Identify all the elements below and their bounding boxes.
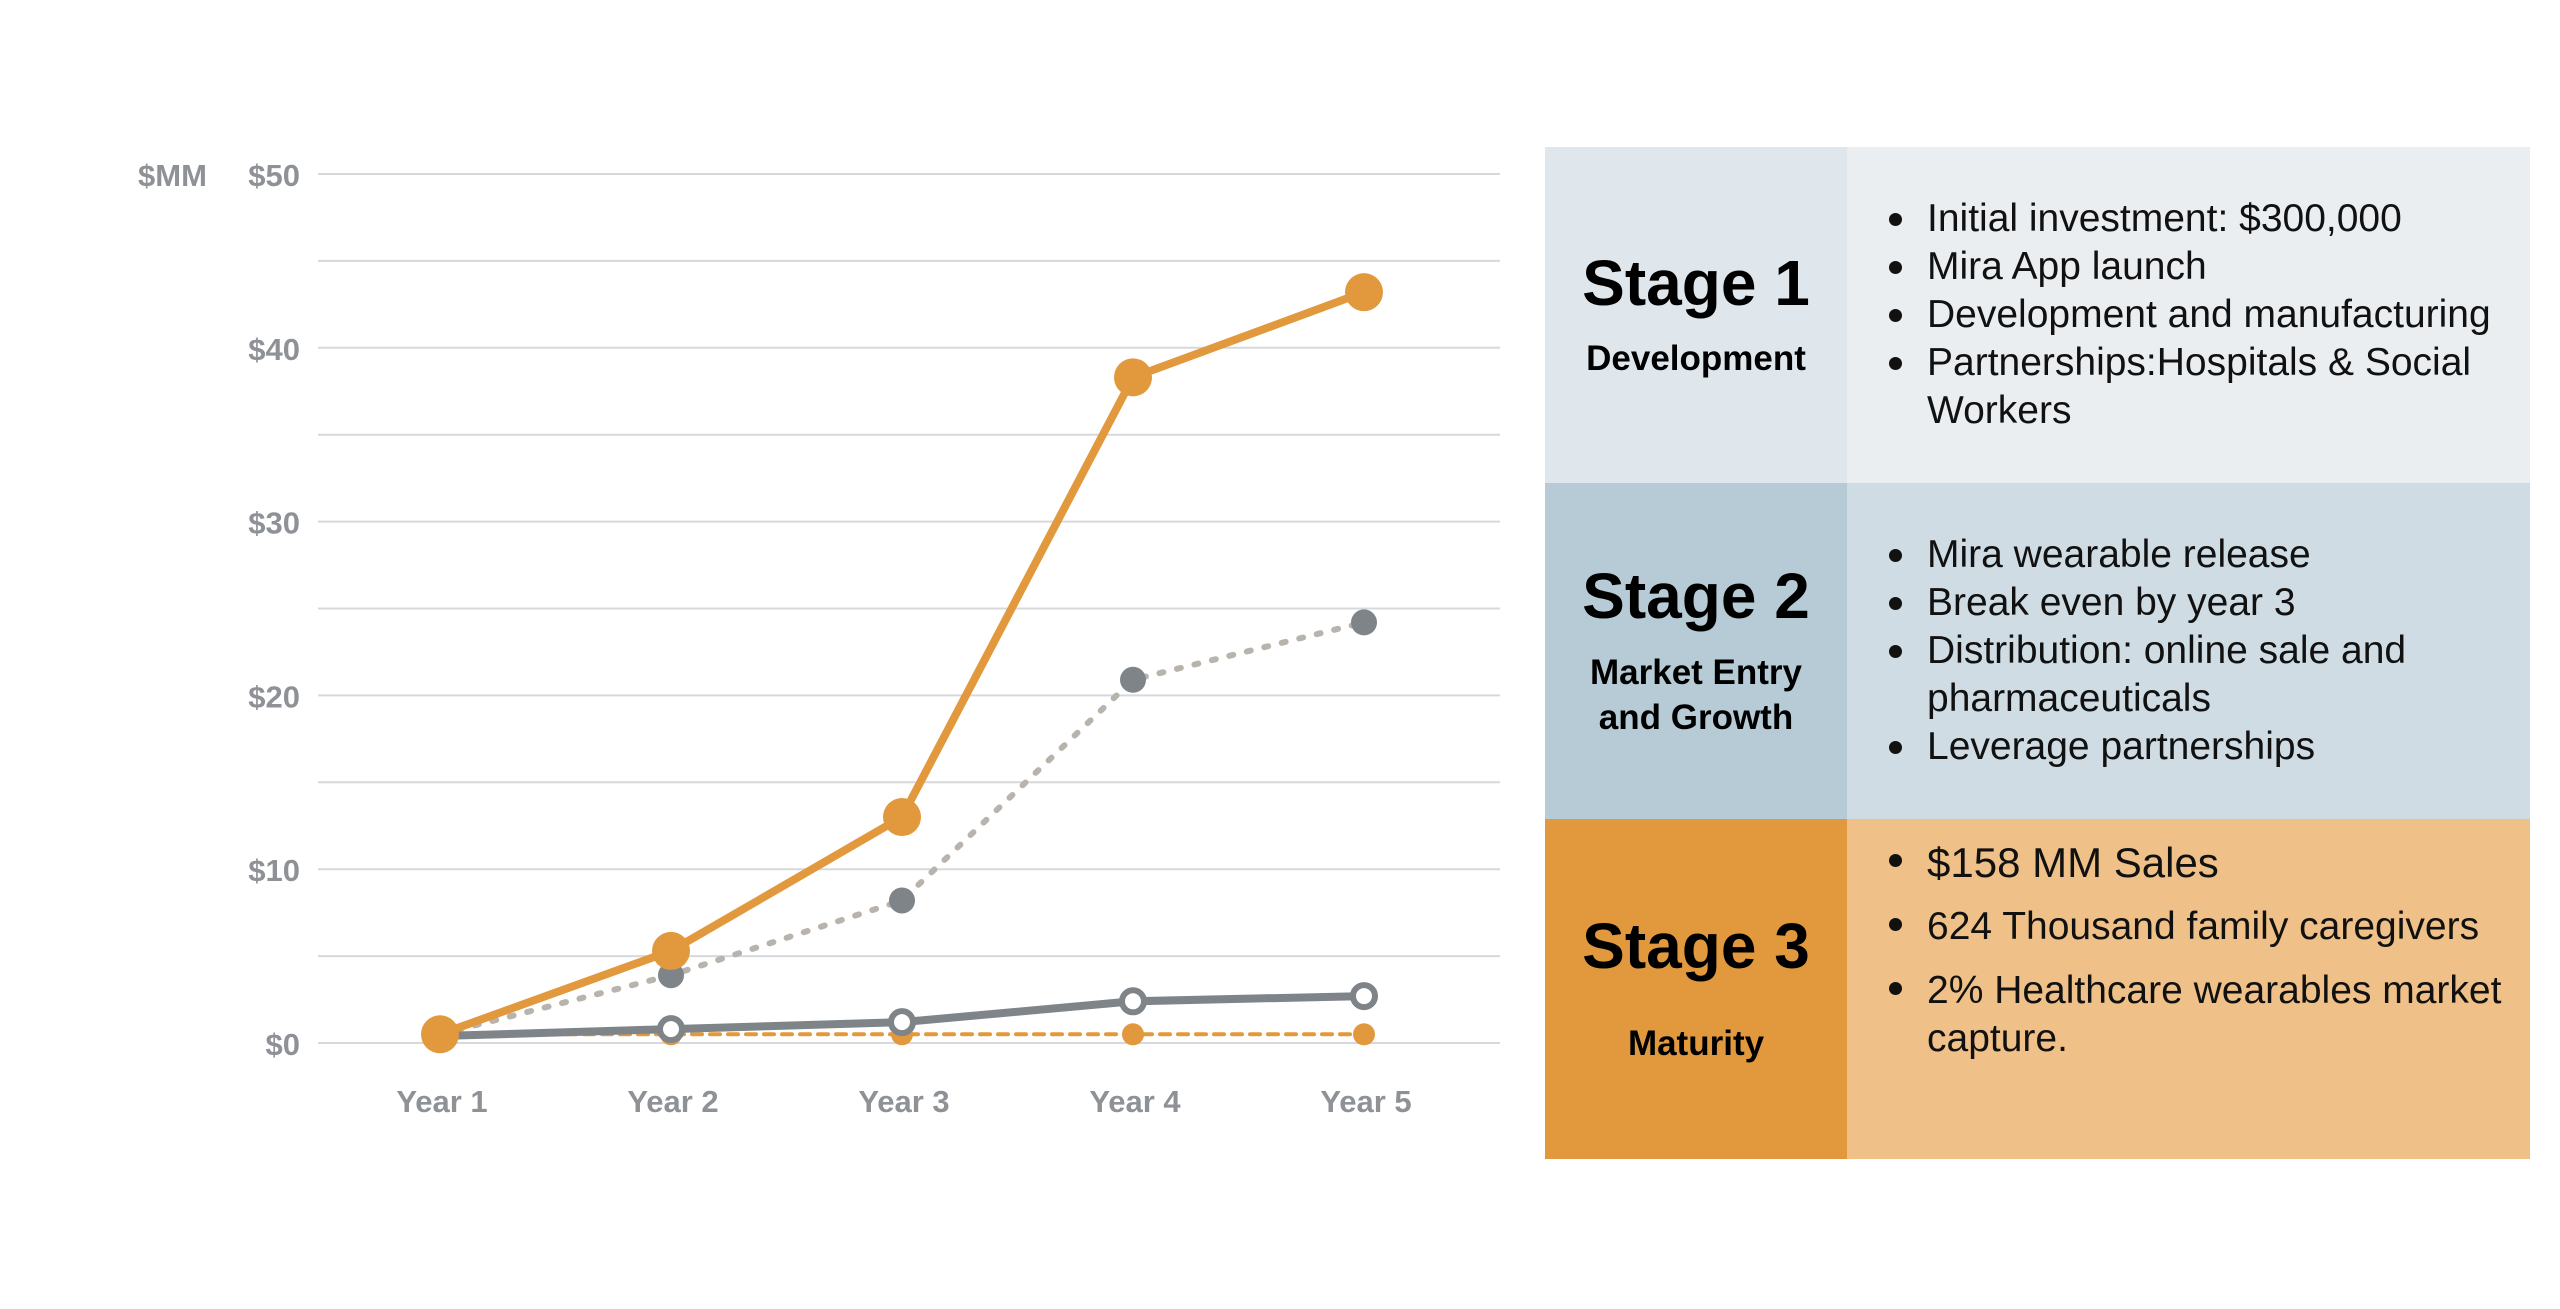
stage-3-header: Stage 3 Maturity [1545, 819, 1847, 1159]
y-unit-label: $MM [138, 158, 207, 193]
data-point [1345, 273, 1383, 312]
data-point [1353, 1023, 1375, 1046]
y-tick-label: $10 [248, 853, 300, 888]
data-point [1122, 1023, 1144, 1046]
bullet-item: Mira App launch [1885, 243, 2510, 291]
y-tick-label: $30 [248, 506, 300, 541]
series-3 [436, 982, 1378, 1044]
bullet-item: $158 MM Sales [1885, 839, 2510, 887]
bullet-item: 2% Healthcare wearables market capture. [1885, 967, 2510, 1063]
y-axis: $0 $10 $20 $30 $40 $50 $MM [138, 158, 300, 1062]
data-point [1119, 987, 1147, 1016]
y-tick-label: $20 [248, 679, 300, 714]
series-1 [421, 273, 1383, 1054]
stage-3-subtitle: Maturity [1627, 1024, 1765, 1064]
data-point [883, 798, 921, 837]
stage-3-details: $158 MM Sales 624 Thousand family caregi… [1847, 819, 2530, 1159]
data-point [889, 887, 915, 914]
series-line [436, 288, 1368, 1039]
y-tick-label: $50 [248, 158, 300, 193]
data-point [657, 1015, 685, 1044]
x-axis: Year 1 Year 2 Year 3 Year 4 Year 5 [396, 1084, 1411, 1119]
stage-2-bullets: Mira wearable release Break even by year… [1885, 531, 2510, 771]
x-tick-label: Year 2 [627, 1084, 718, 1119]
stage-1-row: Stage 1 Development Initial investment: … [1545, 147, 2530, 483]
bullet-item: Leverage partnerships [1885, 723, 2510, 771]
y-tick-label: $0 [266, 1027, 300, 1062]
bullet-item: 624 Thousand family caregivers [1885, 903, 2510, 951]
stage-2-details: Mira wearable release Break even by year… [1847, 483, 2530, 819]
data-point [652, 931, 690, 970]
stage-3-row: Stage 3 Maturity $158 MM Sales 624 Thous… [1545, 819, 2530, 1159]
y-tick-label: $40 [248, 332, 300, 367]
bullet-item: Partnerships:Hospitals & Social Workers [1885, 339, 2510, 435]
data-point [1120, 666, 1146, 693]
bullet-item: Break even by year 3 [1885, 579, 2510, 627]
data-point [1351, 609, 1377, 636]
x-tick-label: Year 4 [1089, 1084, 1181, 1119]
stages-table: Stage 1 Development Initial investment: … [1545, 147, 2530, 1159]
stage-3-title: Stage 3 [1582, 910, 1810, 983]
stage-1-details: Initial investment: $300,000 Mira App la… [1847, 147, 2530, 483]
x-tick-label: Year 5 [1320, 1084, 1411, 1119]
series-line [437, 619, 1367, 1038]
data-point [421, 1015, 459, 1054]
data-point [1350, 982, 1378, 1011]
series-2 [437, 609, 1377, 1038]
data-point [888, 1008, 916, 1037]
stage-1-subtitle: Development [1586, 339, 1806, 379]
bullet-item: Development and manufacturing [1885, 291, 2510, 339]
chart-series [421, 273, 1383, 1054]
stage-1-title: Stage 1 [1582, 247, 1810, 320]
data-point [1114, 358, 1152, 397]
x-tick-label: Year 3 [858, 1084, 949, 1119]
x-tick-label: Year 1 [396, 1084, 487, 1119]
bullet-item: Mira wearable release [1885, 531, 2510, 579]
stage-2-header: Stage 2 Market Entry and Growth [1545, 483, 1847, 819]
stage-2-row: Stage 2 Market Entry and Growth Mira wea… [1545, 483, 2530, 819]
chart-gridlines [318, 173, 1500, 1044]
stage-3-bullets: $158 MM Sales 624 Thousand family caregi… [1885, 839, 2510, 1079]
bullet-item: Initial investment: $300,000 [1885, 195, 2510, 243]
stage-2-title: Stage 2 [1582, 560, 1810, 633]
bullet-item: Distribution: online sale and pharmaceut… [1885, 627, 2510, 723]
stage-1-header: Stage 1 Development [1545, 147, 1847, 483]
stage-1-bullets: Initial investment: $300,000 Mira App la… [1885, 195, 2510, 435]
stage-2-subtitle: Market Entry and Growth [1589, 652, 1803, 738]
